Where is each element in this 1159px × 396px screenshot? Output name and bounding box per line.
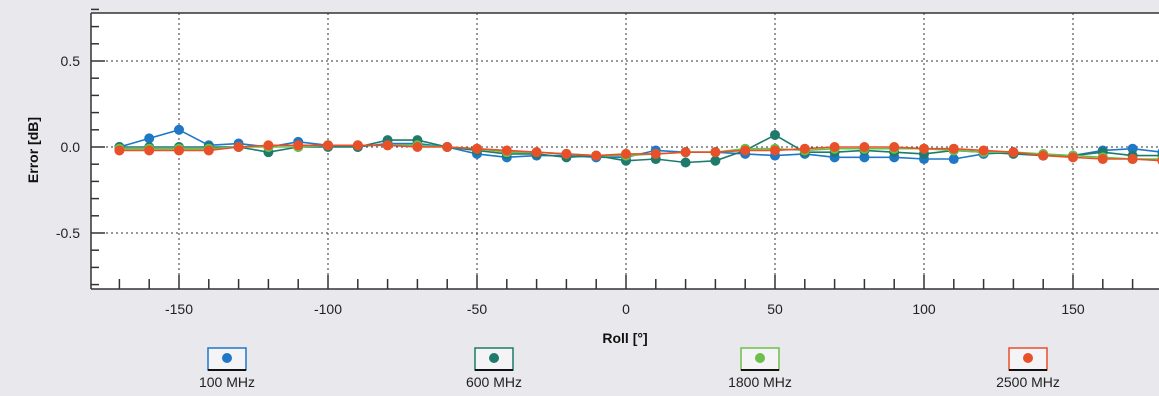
data-point xyxy=(263,140,274,151)
y-tick-labels: 0.5 0.0 -0.5 xyxy=(56,53,80,241)
y-tick-label: 0.0 xyxy=(61,139,81,155)
data-point xyxy=(1068,152,1078,163)
y-axis-title: Error [dB] xyxy=(25,117,41,183)
y-tick-label: 0.5 xyxy=(61,53,81,69)
data-point xyxy=(710,155,721,166)
data-point xyxy=(561,148,572,159)
data-point xyxy=(770,129,780,140)
data-point xyxy=(680,147,691,158)
data-point xyxy=(293,140,304,151)
data-point xyxy=(948,154,959,165)
x-tick-label: 100 xyxy=(912,301,936,317)
data-point xyxy=(889,142,900,152)
minor-ticks xyxy=(91,8,1134,289)
data-point xyxy=(382,140,393,151)
data-point xyxy=(174,145,184,156)
data-point xyxy=(740,145,751,156)
data-point xyxy=(829,142,840,152)
legend-marker xyxy=(755,353,765,363)
data-point xyxy=(412,142,423,152)
legend-item: 600 MHz xyxy=(466,347,522,390)
legend-item: 2500 MHz xyxy=(996,347,1060,390)
legend-marker xyxy=(1023,353,1033,363)
x-tick-label: -100 xyxy=(314,301,342,317)
data-point xyxy=(680,157,691,168)
x-tick-label: 150 xyxy=(1061,301,1085,317)
x-tick-label: -150 xyxy=(165,301,193,317)
data-point xyxy=(919,143,929,154)
series-layer xyxy=(114,124,1159,168)
data-point xyxy=(472,143,482,154)
legend-label: 2500 MHz xyxy=(996,374,1060,390)
data-point xyxy=(174,124,184,135)
data-point xyxy=(1127,154,1138,165)
x-tick-label: 0 xyxy=(622,301,630,317)
legend-marker xyxy=(222,353,232,363)
data-point xyxy=(531,147,542,158)
data-point xyxy=(442,142,453,152)
data-point xyxy=(1008,147,1019,158)
data-point xyxy=(352,140,363,151)
data-point xyxy=(501,145,512,156)
legend-item: 1800 MHz xyxy=(728,347,792,390)
x-tick-labels: -150 -100 -50 0 50 100 150 xyxy=(165,301,1085,317)
legend-label: 1800 MHz xyxy=(728,374,792,390)
data-point xyxy=(323,140,333,151)
data-point xyxy=(233,142,244,152)
series-2500-mhz xyxy=(114,140,1159,165)
data-point xyxy=(650,148,661,159)
data-point xyxy=(144,145,155,156)
data-point xyxy=(799,143,810,154)
data-point xyxy=(859,142,870,152)
data-point xyxy=(203,145,214,156)
data-point xyxy=(144,133,155,144)
legend-label: 600 MHz xyxy=(466,374,522,390)
data-point xyxy=(621,148,631,159)
data-point xyxy=(1127,143,1138,154)
data-point xyxy=(978,145,989,156)
legend-label: 100 MHz xyxy=(199,374,255,390)
data-point xyxy=(1097,154,1108,165)
legend: 100 MHz 600 MHz 1800 MHz 2500 MHz xyxy=(199,347,1060,390)
x-tick-label: -50 xyxy=(467,301,487,317)
data-point xyxy=(114,145,125,156)
data-point xyxy=(770,145,780,156)
data-point xyxy=(1038,150,1049,161)
legend-marker xyxy=(489,353,499,363)
data-point xyxy=(948,143,959,154)
x-axis-title: Roll [°] xyxy=(602,330,647,346)
data-point xyxy=(591,150,602,161)
y-tick-label: -0.5 xyxy=(56,225,80,241)
legend-item: 100 MHz xyxy=(199,347,255,390)
x-tick-label: 50 xyxy=(767,301,783,317)
data-point xyxy=(710,147,721,158)
data-point xyxy=(859,152,870,163)
